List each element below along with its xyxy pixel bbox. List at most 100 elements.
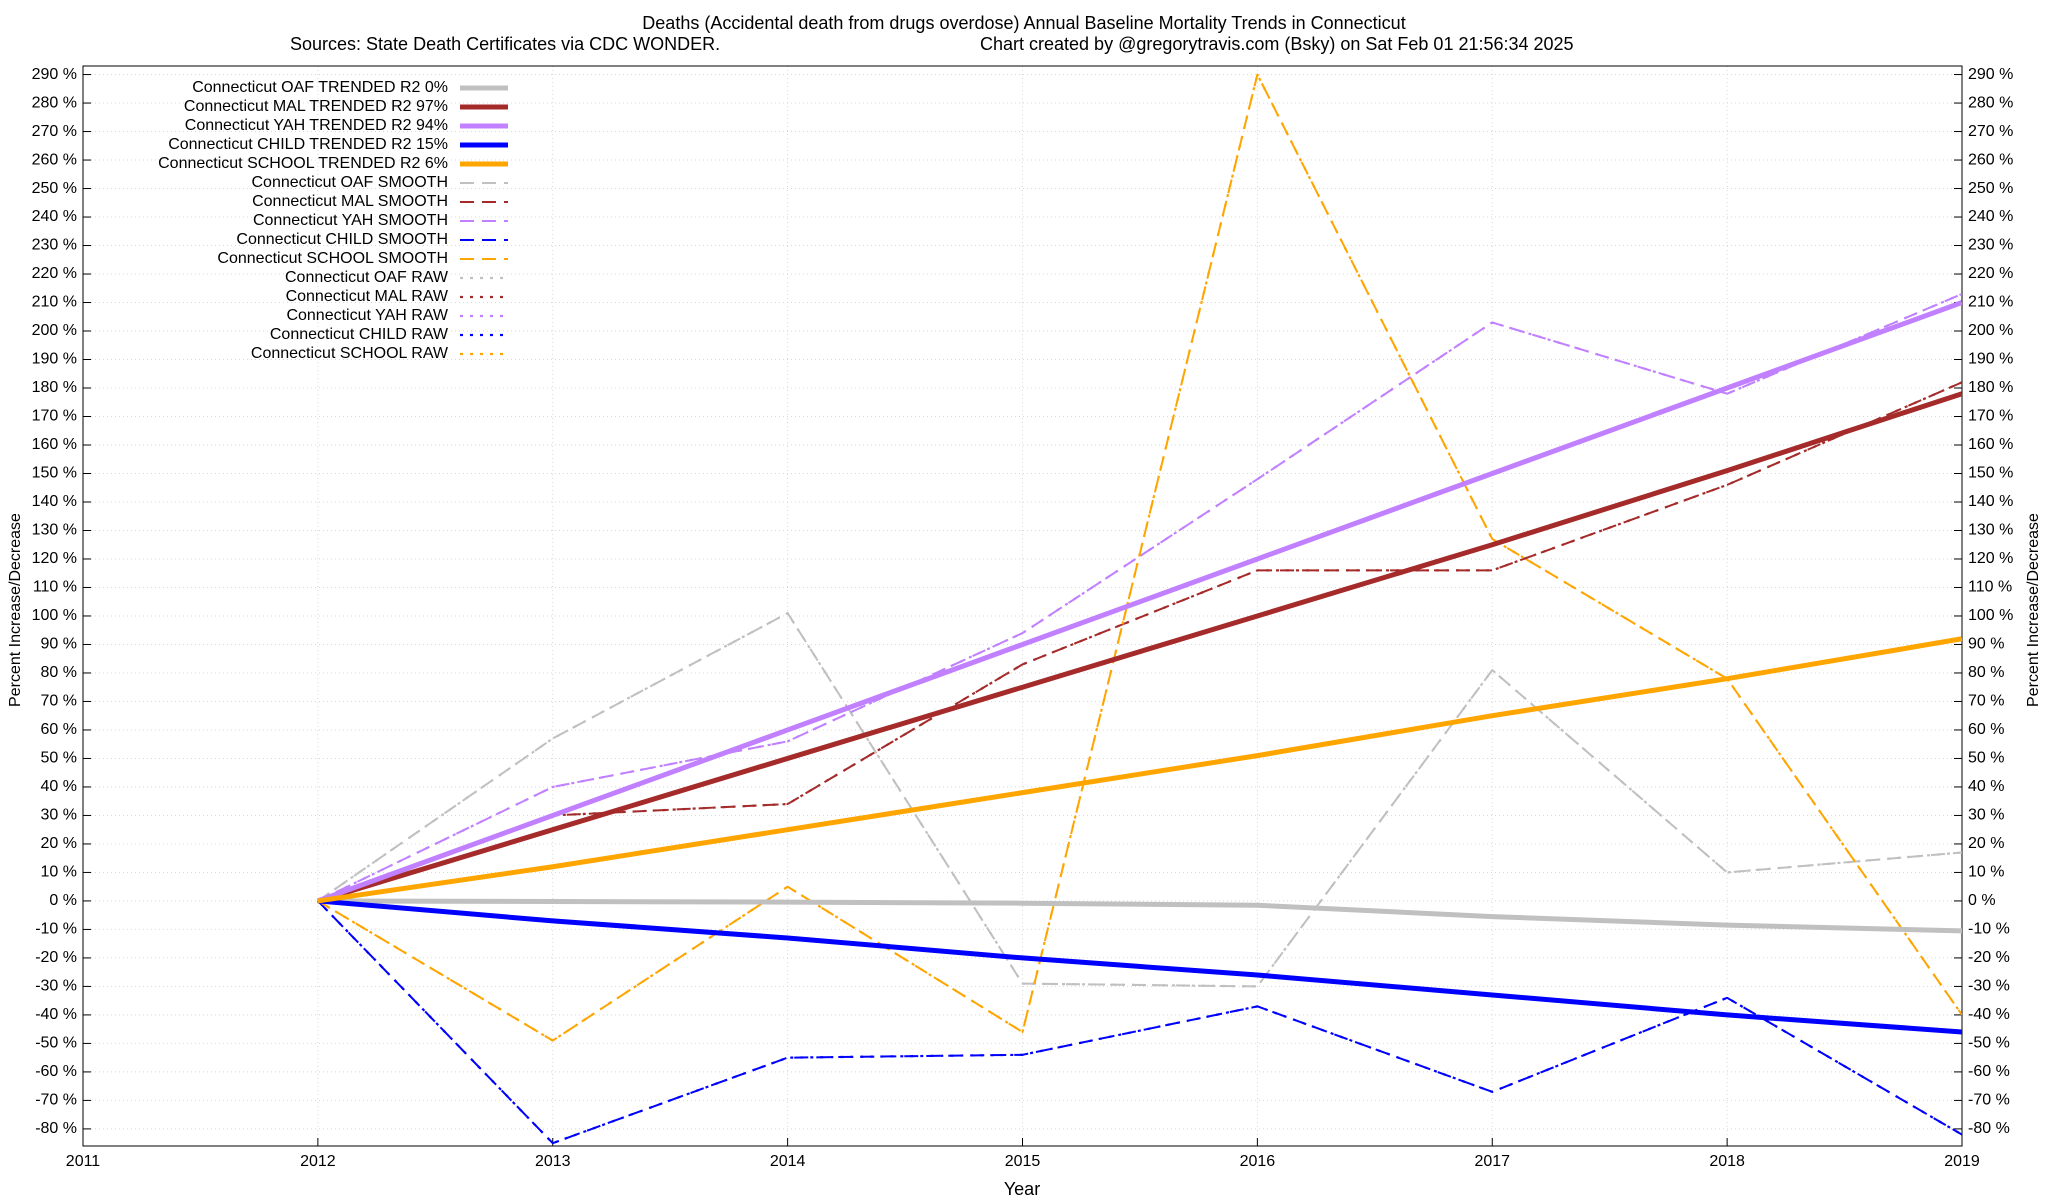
x-axis-label: Year [1004,1179,1040,1199]
y-tick-label: 110 % [33,579,77,596]
legend-label: Connecticut SCHOOL TRENDED R2 6% [158,155,448,172]
y2-tick-label: 110 % [1968,579,2012,596]
series-line [317,612,1962,988]
x-tick-label: 2017 [1474,1153,1510,1170]
x-tick-label: 2011 [66,1153,101,1170]
y2-tick-label: 220 % [1968,265,2013,282]
y-tick-label: 250 % [32,180,77,197]
legend-label: Connecticut CHILD SMOOTH [236,231,448,248]
y2-tick-label: 100 % [1968,607,2013,624]
series-line [317,391,1962,904]
y-tick-label: 180 % [32,379,77,396]
y-tick-label: 130 % [32,522,77,539]
y-tick-label: 160 % [32,436,77,453]
y2-tick-label: 70 % [1968,693,2004,710]
legend-label: Connecticut OAF SMOOTH [252,174,449,191]
legend-label: Connecticut YAH TRENDED R2 94% [185,117,448,134]
y-tick-label: 240 % [32,208,77,225]
y-axis-label: Percent Increase/Decrease [7,513,24,707]
y-tick-label: 280 % [32,94,77,111]
series-line [317,292,1962,902]
y-tick-label: 10 % [41,864,77,881]
y-tick-label: 140 % [32,493,77,510]
y2-tick-label: 170 % [1968,408,2013,425]
y-tick-label: 270 % [32,123,77,140]
y2-tick-label: 80 % [1968,664,2004,681]
legend-label: Connecticut CHILD TRENDED R2 15% [168,136,448,153]
x-tick-label: 2018 [1709,1153,1745,1170]
y2-tick-label: 130 % [1968,522,2013,539]
y2-tick-label: -10 % [1968,921,2010,938]
y-tick-label: -10 % [35,921,77,938]
y-tick-label: 60 % [41,721,77,738]
y-tick-label: 50 % [41,750,77,767]
y-tick-label: 80 % [41,664,77,681]
y2-tick-label: 20 % [1968,835,2004,852]
chart-credit: Chart created by @gregorytravis.com (Bsk… [980,34,1574,54]
y2-tick-label: 270 % [1968,123,2013,140]
y2-tick-label: 0 % [1968,892,1996,909]
y2-tick-label: -30 % [1968,978,2010,995]
y2-tick-label: 280 % [1968,94,2013,111]
legend-label: Connecticut YAH RAW [286,307,448,324]
y2-axis-label: Percent Increase/Decrease [2025,513,2042,707]
chart-title: Deaths (Accidental death from drugs over… [642,13,1405,33]
y-tick-label: 40 % [41,778,77,795]
y-tick-label: -80 % [35,1120,77,1137]
y-tick-label: -30 % [35,978,77,995]
y2-tick-label: 120 % [1968,550,2013,567]
x-tick-label: 2013 [535,1153,571,1170]
series-line [317,300,1962,904]
y2-tick-label: -80 % [1968,1120,2010,1137]
y-tick-label: 210 % [32,294,77,311]
y-tick-label: 70 % [41,693,77,710]
series-line [317,293,1962,902]
x-tick-label: 2019 [1944,1153,1980,1170]
x-tick-label: 2012 [300,1153,336,1170]
y-tick-label: 230 % [32,237,77,254]
series-line [317,73,1962,1042]
y-tick-label: -70 % [35,1092,77,1109]
legend-label: Connecticut YAH SMOOTH [253,212,448,229]
y2-tick-label: 40 % [1968,778,2004,795]
y-tick-label: 150 % [32,465,77,482]
y2-tick-label: 90 % [1968,636,2004,653]
y2-tick-label: 30 % [1968,807,2004,824]
y-tick-label: 120 % [32,550,77,567]
y-tick-label: 290 % [32,66,77,83]
x-tick-label: 2015 [1005,1153,1041,1170]
x-tick-label: 2014 [770,1153,806,1170]
x-tick-label: 2016 [1240,1153,1276,1170]
y2-tick-label: 60 % [1968,721,2004,738]
y2-tick-label: 260 % [1968,151,2013,168]
y2-tick-label: 180 % [1968,379,2013,396]
y-tick-label: -60 % [35,1063,77,1080]
y2-tick-label: 200 % [1968,322,2013,339]
series-line [317,381,1962,902]
y-tick-label: 200 % [32,322,77,339]
y2-tick-label: -40 % [1968,1006,2010,1023]
legend-label: Connecticut SCHOOL SMOOTH [217,250,448,267]
y2-tick-label: -70 % [1968,1092,2010,1109]
y-tick-label: 260 % [32,151,77,168]
y-tick-label: -50 % [35,1035,77,1052]
y-tick-label: -40 % [35,1006,77,1023]
legend-label: Connecticut MAL TRENDED R2 97% [184,98,448,115]
legend-label: Connecticut MAL SMOOTH [252,193,448,210]
legend-label: Connecticut OAF RAW [285,269,449,286]
y2-tick-label: 210 % [1968,294,2013,311]
y2-tick-label: 160 % [1968,436,2013,453]
y2-tick-label: 140 % [1968,493,2013,510]
y2-tick-label: 290 % [1968,66,2013,83]
series-line [317,898,1962,934]
y2-tick-label: 240 % [1968,208,2013,225]
y2-tick-label: 10 % [1968,864,2004,881]
plot-frame [82,65,1963,1147]
y-tick-label: 30 % [41,807,77,824]
y2-tick-label: -20 % [1968,949,2010,966]
y-tick-label: 90 % [41,636,77,653]
legend-label: Connecticut OAF TRENDED R2 0% [192,79,448,96]
legend-label: Connecticut SCHOOL RAW [251,345,449,362]
